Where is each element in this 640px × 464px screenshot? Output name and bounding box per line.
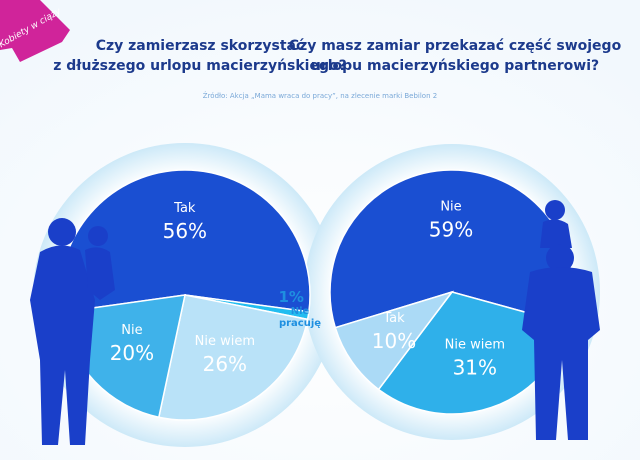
banner-ribbon bbox=[0, 0, 70, 62]
category-label: Tak bbox=[382, 311, 405, 326]
source: Źródło: Akcja „Mama wraca do pracy”, na … bbox=[203, 91, 437, 100]
chart-title: urlopu macierzyńskiego partnerowi? bbox=[311, 58, 599, 74]
value-label: 59% bbox=[429, 218, 473, 242]
value-label: 26% bbox=[203, 352, 247, 376]
category-label: Nie wiem bbox=[195, 334, 255, 349]
value-label: 20% bbox=[110, 341, 154, 365]
pie-slice bbox=[334, 290, 454, 391]
silhouette-left bbox=[30, 218, 115, 445]
category-label: Nie pracuję bbox=[279, 306, 321, 329]
category-label: Nie wiem bbox=[445, 337, 505, 352]
chart-title: Czy zamierzasz skorzystać bbox=[96, 38, 305, 54]
value-label: 10% bbox=[372, 329, 416, 353]
chart-title: z dłuższego urlopu macierzyńskiego? bbox=[53, 58, 346, 74]
value-label: 56% bbox=[163, 219, 207, 243]
category-label: Nie bbox=[121, 323, 142, 338]
chart-title: Czy masz zamiar przekazać część swojego bbox=[289, 38, 622, 54]
silhouette-right bbox=[522, 200, 600, 440]
category-label: Tak bbox=[173, 201, 196, 216]
category-label: Nie bbox=[440, 200, 461, 215]
value-label: 31% bbox=[453, 355, 497, 379]
pie-slice bbox=[157, 294, 309, 421]
value-label: 1% bbox=[278, 288, 303, 306]
